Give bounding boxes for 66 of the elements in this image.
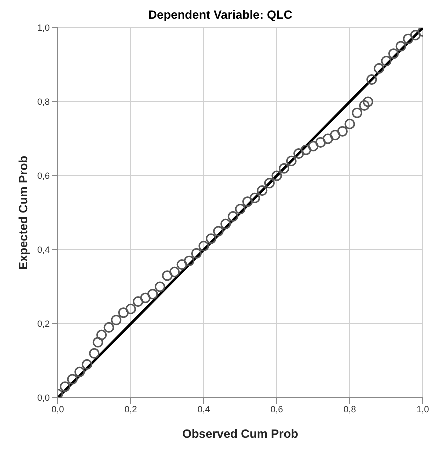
point (82, 359, 92, 370)
y-tick-label: 0,0 (37, 393, 50, 404)
point (322, 134, 334, 144)
point (286, 156, 297, 166)
point (300, 144, 312, 156)
point (206, 234, 217, 244)
point (148, 289, 158, 300)
chart-title: Dependent Variable: QLC (147, 8, 294, 22)
y-tick-label: 0,8 (37, 97, 50, 108)
point (396, 41, 406, 52)
y-tick-label: 0,2 (37, 319, 50, 330)
point (352, 108, 363, 118)
x-tick-label: 0,6 (270, 404, 284, 414)
point (92, 337, 104, 348)
x-tick-label: 1,0 (416, 404, 430, 414)
point (330, 130, 341, 141)
point (191, 248, 202, 259)
x-axis-title: Observed Cum Prob (182, 427, 299, 441)
point (388, 48, 400, 60)
point (126, 304, 136, 314)
point (374, 63, 384, 74)
point (344, 118, 356, 130)
x-tick-label: 0,0 (52, 404, 64, 414)
point (403, 34, 414, 44)
point (74, 366, 86, 378)
point (272, 170, 282, 182)
point (235, 204, 246, 215)
point (337, 126, 348, 137)
point (308, 141, 319, 152)
y-axis-title: Expected Cum Prob (16, 156, 30, 270)
point (133, 296, 144, 308)
x-tick-label: 0,8 (344, 404, 356, 414)
point (67, 374, 78, 385)
point (140, 292, 151, 304)
x-tick-label: 0,4 (198, 404, 210, 414)
point (242, 196, 254, 208)
point (184, 256, 195, 266)
point (111, 315, 122, 326)
point (104, 322, 114, 333)
point (410, 30, 421, 41)
point (220, 218, 232, 230)
point (366, 74, 378, 86)
point (118, 308, 129, 318)
point (198, 241, 210, 252)
point (170, 266, 180, 278)
point (89, 348, 100, 359)
point (250, 192, 260, 204)
point (279, 163, 290, 174)
point (96, 330, 108, 340)
point (162, 270, 173, 282)
point (316, 137, 326, 148)
point (154, 282, 166, 292)
point (213, 226, 224, 237)
point (294, 148, 304, 160)
y-tick-label: 0,6 (37, 171, 50, 182)
x-tick-label: 0,2 (124, 404, 138, 414)
point (176, 260, 188, 270)
y-tick-label: 1,0 (37, 23, 50, 34)
point (359, 100, 370, 111)
y-tick-label: 0,4 (37, 245, 50, 256)
point (362, 96, 374, 108)
point (381, 56, 392, 67)
point (257, 186, 268, 196)
point (228, 211, 238, 222)
point (264, 178, 275, 189)
point (60, 382, 71, 392)
